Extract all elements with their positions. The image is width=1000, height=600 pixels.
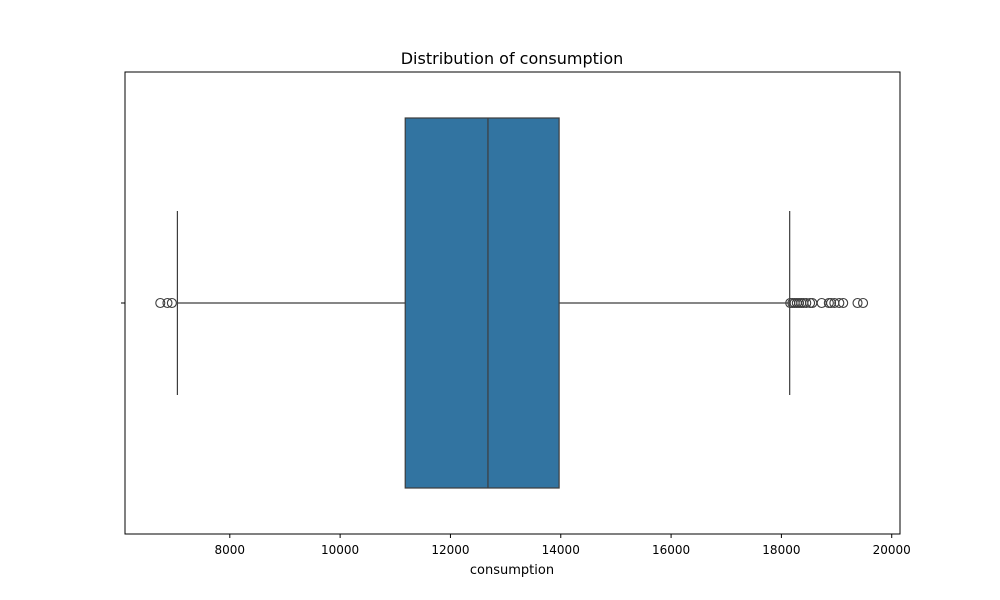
x-tick-label: 8000 [215,543,246,557]
outlier-point [852,297,863,309]
outlier-point [162,297,173,309]
x-axis-label: consumption [470,563,554,578]
x-axis: 8000 10000 12000 14000 16000 18000 20000 [121,302,911,557]
outlier-point [838,297,849,309]
x-tick-label: 10000 [321,543,359,557]
x-tick-label: 20000 [873,543,911,557]
outlier-point [801,297,812,309]
outlier-point [166,297,177,309]
interquartile-box [404,117,560,489]
outlier-point [807,297,818,309]
outlier-point [857,297,869,309]
plot-area [124,71,901,535]
x-tick-label: 16000 [652,543,690,557]
outlier-point [155,297,166,309]
x-tick-label: 14000 [542,543,580,557]
outlier-point [825,297,837,309]
outlier-point [834,297,845,309]
x-tick-label: 18000 [762,543,800,557]
chart-title: Distribution of consumption [401,49,624,68]
x-tick-label: 12000 [431,543,469,557]
